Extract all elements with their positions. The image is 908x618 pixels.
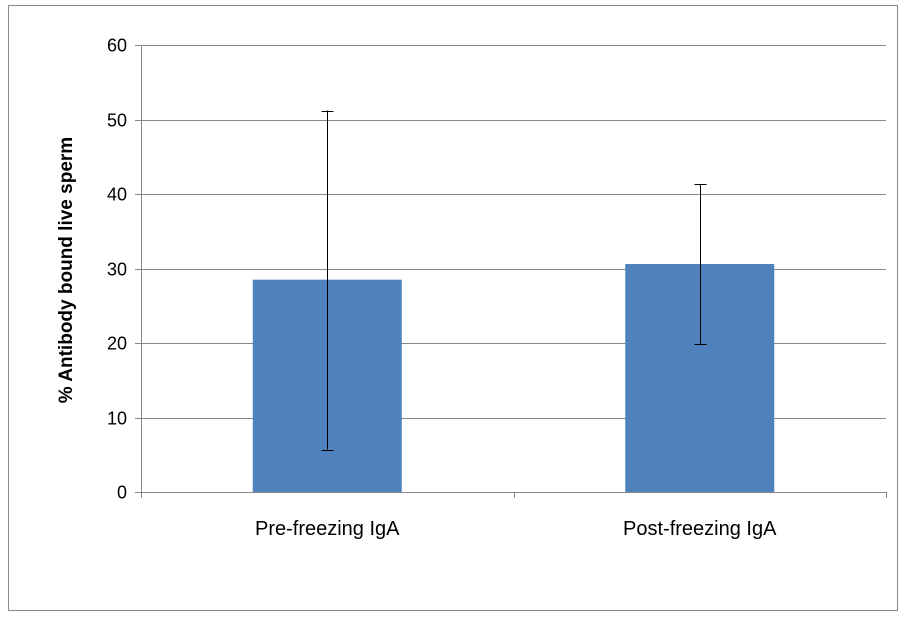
x-category-label: Post-freezing IgA xyxy=(623,518,777,540)
bars xyxy=(252,264,775,492)
y-axis-title: % Antibody bound live sperm xyxy=(56,137,77,403)
x-category-label: Pre-freezing IgA xyxy=(255,518,400,540)
y-tick-label: 60 xyxy=(107,36,127,56)
bar xyxy=(625,264,775,492)
y-tick-label: 10 xyxy=(107,409,127,429)
y-tick-label: 0 xyxy=(117,483,127,503)
y-tick-label: 30 xyxy=(107,260,127,280)
y-tick-label: 40 xyxy=(107,185,127,205)
axes xyxy=(135,45,887,498)
tick-labels: 0 10 20 30 40 50 60 Pre-freezing IgA Post-freezi… xyxy=(107,36,777,541)
y-tick-label: 20 xyxy=(107,334,127,354)
y-tick-label: 50 xyxy=(107,111,127,131)
error-bars xyxy=(321,110,707,451)
